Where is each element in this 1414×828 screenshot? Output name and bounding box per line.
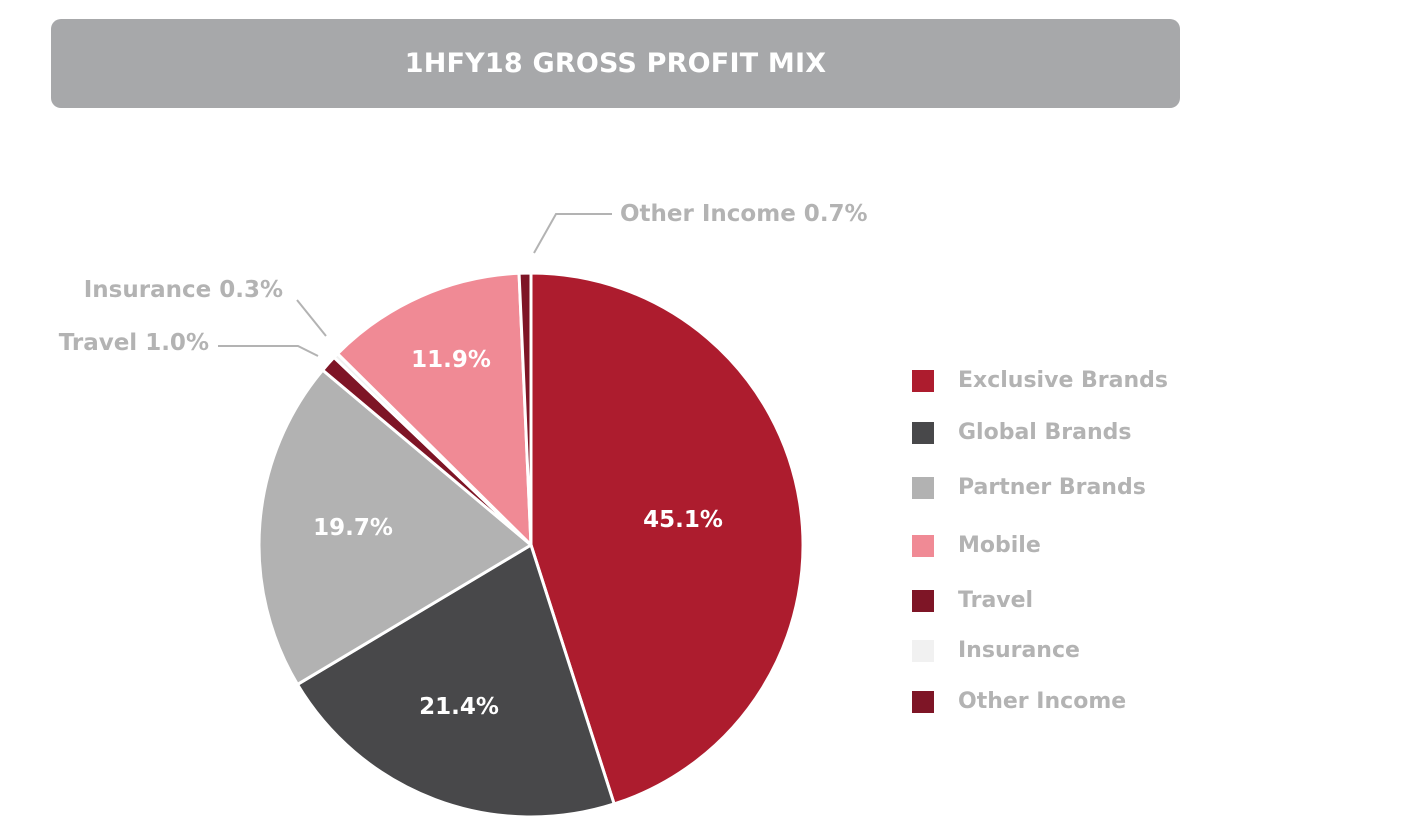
legend-label-global-brands: Global Brands <box>958 420 1132 445</box>
legend-swatch-exclusive-brands <box>912 369 934 392</box>
legend-label-other-income: Other Income <box>958 689 1127 714</box>
legend-swatch-insurance <box>912 639 934 662</box>
legend-item-global-brands: Global Brands <box>912 420 1131 445</box>
data-label-exclusive-brands: 45.1% <box>643 507 723 533</box>
data-label-global-brands: 21.4% <box>419 694 499 720</box>
legend-label-exclusive-brands: Exclusive Brands <box>958 368 1168 393</box>
callout-leader-lines <box>218 213 612 357</box>
pie-slice-other-income <box>517 271 533 547</box>
pie-data-labels: 45.1% 21.4% 19.7% 11.9% Travel 1.0% Insurance… <box>59 201 868 720</box>
data-label-partner-brands: 19.7% <box>313 515 393 541</box>
legend-label-mobile: Mobile <box>958 533 1041 558</box>
pie-slice-global-brands <box>295 543 616 819</box>
legend-swatch-global-brands <box>912 421 934 444</box>
pie-slice-exclusive-brands <box>529 271 805 806</box>
data-label-mobile: 11.9% <box>411 347 491 373</box>
legend-swatch-mobile <box>912 534 934 557</box>
leader-line-insurance <box>296 299 327 337</box>
pie-slices <box>257 271 805 819</box>
legend-item-partner-brands: Partner Brands <box>912 475 1146 500</box>
legend-label-insurance: Insurance <box>958 638 1080 663</box>
pie-slice-mobile <box>336 271 533 547</box>
leader-line-travel <box>218 345 319 357</box>
legend-item-mobile: Mobile <box>912 533 1041 558</box>
callout-label-travel: Travel 1.0% <box>59 330 209 356</box>
chart-title: 1HFY18 GROSS PROFIT MIX <box>404 48 827 79</box>
legend-item-exclusive-brands: Exclusive Brands <box>912 368 1168 393</box>
chart-title-bar: 1HFY18 GROSS PROFIT MIX <box>51 19 1180 108</box>
legend-label-travel: Travel <box>958 588 1034 613</box>
legend-item-other-income: Other Income <box>912 689 1126 714</box>
legend-item-travel: Travel <box>912 588 1033 613</box>
legend-label-partner-brands: Partner Brands <box>958 475 1146 500</box>
leader-line-other-income <box>533 213 612 254</box>
callout-label-other-income: Other Income 0.7% <box>620 201 868 227</box>
legend-item-insurance: Insurance <box>912 638 1080 663</box>
callout-label-insurance: Insurance 0.3% <box>84 277 283 303</box>
legend-swatch-travel <box>912 589 934 612</box>
legend-swatch-other-income <box>912 690 934 713</box>
legend-swatch-partner-brands <box>912 476 934 499</box>
pie-slice-partner-brands <box>257 368 533 686</box>
